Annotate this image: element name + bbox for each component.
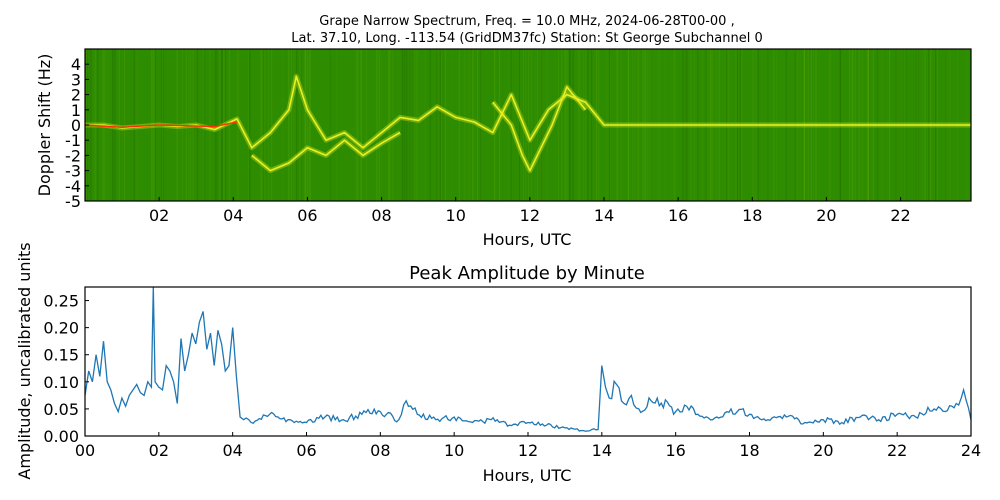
amplitude-x-tick-label: 06 <box>296 441 316 460</box>
amplitude-chart: Peak Amplitude by Minute 00 02 04 06 08 10 12 1… <box>15 242 981 485</box>
amplitude-x-tick-label: 24 <box>961 441 981 460</box>
spectrogram-trace <box>492 86 587 172</box>
amplitude-plot-area <box>85 287 971 436</box>
spectrogram-y-tick-label: 4 <box>71 55 81 74</box>
spectrogram-x-tick-label: 10 <box>446 206 466 225</box>
amplitude-y-tick-label: 0.15 <box>43 346 79 365</box>
spectrogram-title-line1: Grape Narrow Spectrum, Freq. = 10.0 MHz,… <box>319 14 734 29</box>
amplitude-x-axis: 00 02 04 06 08 10 12 14 16 18 20 22 24 <box>75 432 981 460</box>
amplitude-x-tick-label: 22 <box>887 441 907 460</box>
amplitude-series-line <box>84 286 972 432</box>
spectrogram-y-tick-label: -4 <box>65 177 81 196</box>
amplitude-x-tick-label: 10 <box>444 441 464 460</box>
amplitude-y-tick-label: 0.00 <box>43 427 79 446</box>
amplitude-title: Peak Amplitude by Minute <box>409 263 645 284</box>
spectrogram-x-tick-label: 20 <box>816 206 836 225</box>
amplitude-y-label: Amplitude, uncalibrated units <box>15 242 34 479</box>
amplitude-x-tick-label: 08 <box>370 441 390 460</box>
spectrogram-chart: Grape Narrow Spectrum, Freq. = 10.0 MHz,… <box>35 14 972 249</box>
amplitude-y-tick-label: 0.05 <box>43 400 79 419</box>
amplitude-y-tick-label: 0.20 <box>43 319 79 338</box>
spectrogram-trace <box>251 131 401 172</box>
spectrogram-x-tick-label: 04 <box>223 206 243 225</box>
amplitude-x-tick-label: 00 <box>75 441 95 460</box>
spectrogram-x-tick-label: 08 <box>371 206 391 225</box>
amplitude-x-tick-label: 04 <box>222 441 242 460</box>
spectrogram-x-tick-label: 18 <box>742 206 762 225</box>
amplitude-y-tick-label: 0.10 <box>43 373 79 392</box>
spectrogram-traces <box>84 73 971 174</box>
spectrogram-peak-trace <box>84 121 238 128</box>
spectrogram-x-tick-label: 02 <box>149 206 169 225</box>
amplitude-x-tick-label: 18 <box>739 441 759 460</box>
spectrogram-x-axis: 02 04 06 08 10 12 14 16 18 20 22 <box>149 197 911 225</box>
amplitude-x-tick-label: 02 <box>149 441 169 460</box>
spectrogram-y-label: Doppler Shift (Hz) <box>35 54 54 197</box>
spectrogram-y-tick-label: 1 <box>71 101 81 120</box>
spectrogram-y-tick-label: -5 <box>65 192 81 211</box>
amplitude-x-tick-label: 20 <box>813 441 833 460</box>
spectrogram-y-tick-label: -1 <box>65 131 81 150</box>
amplitude-x-tick-label: 16 <box>665 441 685 460</box>
spectrogram-y-tick-label: 0 <box>71 116 81 135</box>
spectrogram-x-label: Hours, UTC <box>483 230 572 249</box>
amplitude-y-tick-label: 0.25 <box>43 292 79 311</box>
spectrogram-x-tick-label: 14 <box>594 206 614 225</box>
spectrogram-x-tick-label: 22 <box>890 206 910 225</box>
spectrogram-x-tick-label: 16 <box>668 206 688 225</box>
amplitude-x-label: Hours, UTC <box>483 466 572 485</box>
amplitude-y-axis: 0.00 0.05 0.10 0.15 0.20 0.25 <box>43 292 89 446</box>
spectrogram-x-tick-label: 06 <box>297 206 317 225</box>
spectrogram-y-tick-label: -3 <box>65 162 81 181</box>
amplitude-x-tick-label: 12 <box>518 441 538 460</box>
amplitude-x-tick-label: 14 <box>592 441 612 460</box>
spectrogram-y-tick-label: -2 <box>65 146 81 165</box>
spectrogram-y-tick-label: 2 <box>71 86 81 105</box>
spectrogram-x-tick-label: 12 <box>520 206 540 225</box>
spectrogram-y-tick-label: 3 <box>71 70 81 89</box>
spectrogram-title-line2: Lat. 37.10, Long. -113.54 (GridDM37fc) S… <box>291 31 762 46</box>
